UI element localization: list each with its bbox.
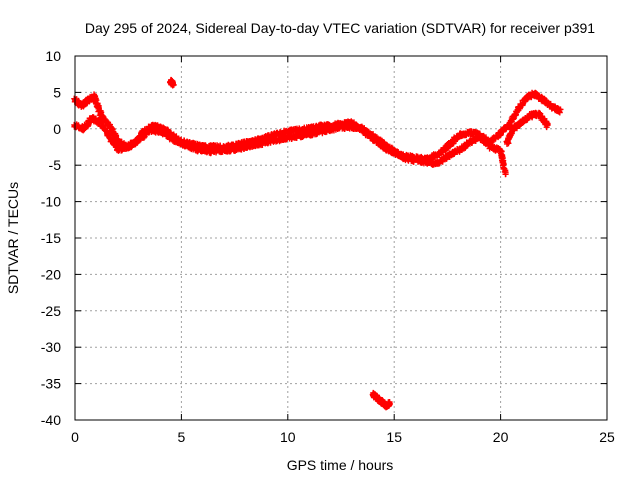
- chart-title: Day 295 of 2024, Sidereal Day-to-day VTE…: [85, 20, 595, 36]
- y-tick-label: -5: [49, 157, 62, 173]
- x-tick-label: 20: [493, 429, 509, 445]
- x-tick-label: 5: [178, 429, 186, 445]
- series-outlier-segment: [369, 389, 393, 411]
- y-tick-labels: 10 5 0 -5 -10 -15 -20 -25 -30 -35 -40: [41, 48, 61, 428]
- x-tick-labels: 0 5 10 15 20 25: [71, 429, 615, 445]
- x-tick-label: 15: [386, 429, 402, 445]
- x-tick-label: 25: [599, 429, 615, 445]
- y-tick-label: 5: [53, 84, 61, 100]
- data-point: [169, 81, 176, 88]
- data-point: [544, 122, 551, 129]
- y-tick-label: 10: [45, 48, 61, 64]
- data-point: [386, 400, 393, 407]
- y-tick-label: -20: [41, 266, 61, 282]
- series-late-track: [503, 109, 551, 147]
- x-axis-label: GPS time / hours: [287, 457, 394, 473]
- x-tick-label: 0: [71, 429, 79, 445]
- y-tick-label: -40: [41, 412, 61, 428]
- y-tick-label: 0: [53, 121, 61, 137]
- y-tick-label: -30: [41, 339, 61, 355]
- series-lower-track: [71, 114, 509, 178]
- plot-frame: [74, 55, 608, 421]
- y-tick-label: -15: [41, 230, 61, 246]
- data-point: [557, 106, 564, 113]
- data-point: [502, 171, 509, 178]
- x-tick-label: 10: [280, 429, 296, 445]
- y-tick-label: -25: [41, 303, 61, 319]
- data-series: [71, 76, 564, 411]
- data-point: [98, 119, 105, 126]
- y-axis-label: SDTVAR / TECUs: [5, 182, 21, 294]
- y-tick-label: -35: [41, 376, 61, 392]
- series-isolated-point: [167, 76, 177, 89]
- y-tick-label: -10: [41, 194, 61, 210]
